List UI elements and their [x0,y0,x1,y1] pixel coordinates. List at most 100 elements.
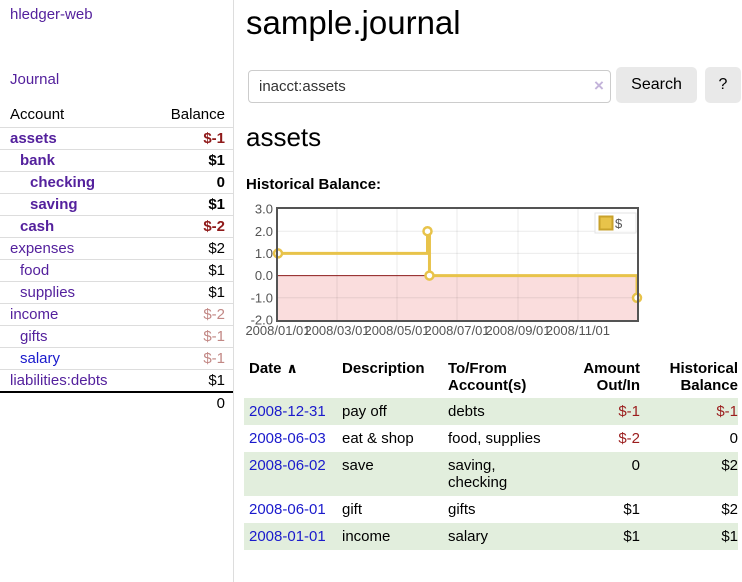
account-link[interactable]: food [20,262,50,279]
transaction-accounts: food, supplies [448,430,541,447]
search-input[interactable] [248,70,611,103]
account-row: salary $-1 [0,347,233,370]
accounts-table: Account Balance assets $-1 bank $1 checking 0… [0,102,233,414]
account-balance: $1 [140,259,233,282]
balance-chart: 3.0 2.0 1.0 0.0 -1.0 -2.02008/01/012008/03/01… [245,202,643,338]
clear-search-icon[interactable]: × [594,76,604,95]
transaction-amount: $1 [623,501,640,518]
chart-negative-region [278,275,637,320]
account-balance: $-2 [140,215,233,238]
y-axis-tick-label: 0.0 [255,268,273,283]
account-row: food $1 [0,259,233,282]
account-balance: 0 [140,171,233,194]
column-header-balance: Historical Balance [669,360,738,394]
transaction-description: pay off [342,403,387,420]
transaction-balance: $2 [721,457,738,474]
y-axis-tick-label: -1.0 [251,290,273,305]
y-axis-tick-label: -2.0 [251,313,273,328]
accounts-table-header: Account Balance [0,102,233,128]
account-link[interactable]: assets [10,130,57,147]
search-button[interactable]: Search [616,67,697,103]
register-row: 2008-12-31 pay off debts $-1 $-1 [244,398,738,425]
account-link[interactable]: income [10,306,59,323]
brand-link[interactable]: hledger-web [10,6,93,23]
account-row: liabilities:debts $1 [0,369,233,392]
y-axis-tick-label: 2.0 [255,224,273,239]
account-link[interactable]: bank [20,152,56,169]
transaction-date-link[interactable]: 2008-06-03 [249,430,326,447]
total-spacer [0,391,140,414]
chart-border [276,207,639,322]
sort-asc-icon: ∧ [286,360,298,376]
account-link[interactable]: checking [30,174,96,191]
account-row: gifts $-1 [0,325,233,348]
total-balance: 0 [140,391,233,414]
account-link[interactable]: cash [20,218,55,235]
page-title: sample.journal [246,4,461,41]
sidebar-item-journal[interactable]: Journal [10,71,60,88]
transaction-balance: $1 [721,528,738,545]
transaction-date-link[interactable]: 2008-01-01 [249,528,326,545]
account-link[interactable]: supplies [20,284,76,301]
register-row: 2008-06-02 save saving, checking 0 $2 [244,452,738,496]
transaction-amount: 0 [631,457,640,474]
sidebar: hledger-web Journal Account Balance asse… [0,0,234,582]
register-row: 2008-01-01 income salary $1 $1 [244,523,738,550]
account-balance: $1 [140,281,233,304]
account-balance: $-1 [140,325,233,348]
chart-title: Historical Balance: [246,176,382,193]
column-header-amount: Amount Out/In [583,360,640,394]
account-link[interactable]: liabilities:debts [10,372,108,389]
x-axis-tick-label: 2008/03/01 [304,323,369,338]
account-heading: assets [246,122,322,152]
account-link[interactable]: gifts [20,328,48,345]
column-header-description: Description [342,360,425,377]
x-axis-tick-label: 2008/07/01 [424,323,489,338]
x-axis-tick-label: 2008/05/01 [364,323,429,338]
transaction-date-link[interactable]: 2008-06-02 [249,457,326,474]
transaction-description: eat & shop [342,430,414,447]
date-header-label: Date [249,360,282,377]
y-axis-tick-label: 1.0 [255,246,273,261]
account-balance: $1 [140,193,233,216]
chart-legend-swatch [598,215,614,231]
account-link[interactable]: salary [20,350,61,367]
chart-data-point [424,270,435,281]
account-row: assets $-1 [0,127,233,150]
column-header-accounts: To/From Account(s) [448,360,527,394]
transaction-accounts: saving, checking [448,457,508,491]
account-row: saving $1 [0,193,233,216]
account-row: checking 0 [0,171,233,194]
account-balance: $-2 [140,303,233,326]
transaction-balance: $-1 [716,403,738,420]
account-link[interactable]: expenses [10,240,75,257]
account-row: expenses $2 [0,237,233,260]
account-row: income $-2 [0,303,233,326]
account-row: bank $1 [0,149,233,172]
account-link[interactable]: saving [30,196,78,213]
balance-column-header: Balance [170,106,225,123]
transaction-amount: $-2 [618,430,640,447]
chart-data-point [422,225,433,237]
column-header-date[interactable]: Date ∧ [244,357,342,398]
transaction-accounts: salary [448,528,489,545]
transaction-date-link[interactable]: 2008-12-31 [249,403,326,420]
transaction-description: gift [342,501,363,518]
help-button[interactable]: ? [705,67,741,103]
x-axis-tick-label: 2008/09/01 [485,323,550,338]
transaction-balance: 0 [729,430,738,447]
transaction-balance: $2 [721,501,738,518]
register-table: Date ∧ Description To/From Account(s) Amo… [244,357,738,550]
register-row: 2008-06-01 gift gifts $1 $2 [244,496,738,523]
transaction-description: income [342,528,391,545]
transaction-amount: $-1 [618,403,640,420]
transaction-date-link[interactable]: 2008-06-01 [249,501,326,518]
transaction-accounts: debts [448,403,485,420]
register-row: 2008-06-03 eat & shop food, supplies $-2 0 [244,425,738,452]
x-axis-tick-label: 2008/11/01 [546,323,610,338]
account-balance: $-1 [140,347,233,370]
transaction-description: save [342,457,374,474]
account-row: cash $-2 [0,215,233,238]
x-axis-tick-label: 2008/01/01 [245,323,310,338]
account-balance: $1 [140,149,233,172]
